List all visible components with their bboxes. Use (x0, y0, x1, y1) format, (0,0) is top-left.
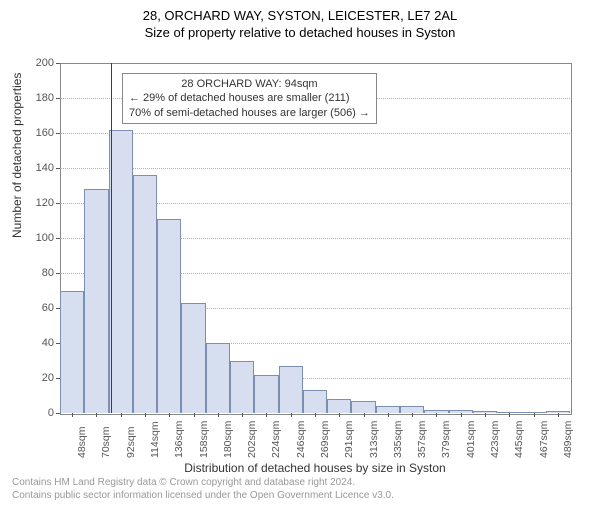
xtick-label: 246sqm (295, 421, 307, 458)
chart-area: 020406080100120140160180200 48sqm70sqm92… (60, 63, 570, 413)
xtick-mark (558, 413, 559, 417)
bar (206, 343, 230, 413)
annotation-box: 28 ORCHARD WAY: 94sqm ← 29% of detached … (122, 73, 377, 124)
ytick-label: 20 (24, 372, 54, 384)
xtick-label: 445sqm (513, 421, 525, 458)
footer-line1: Contains HM Land Registry data © Crown c… (12, 477, 394, 490)
xtick-label: 224sqm (270, 421, 282, 458)
xtick-label: 92sqm (125, 426, 137, 458)
bar (303, 390, 327, 413)
xtick-mark (364, 413, 365, 417)
bar (157, 219, 181, 413)
ytick-label: 120 (24, 197, 54, 209)
bar (84, 189, 108, 413)
xtick-mark (218, 413, 219, 417)
xtick-mark (96, 413, 97, 417)
ytick-label: 0 (24, 407, 54, 419)
xtick-label: 70sqm (100, 426, 112, 458)
bar (60, 291, 84, 414)
annotation-line2: ← 29% of detached houses are smaller (21… (129, 91, 370, 105)
xtick-label: 423sqm (489, 421, 501, 458)
ytick-label: 60 (24, 302, 54, 314)
title-sub: Size of property relative to detached ho… (0, 25, 600, 40)
xtick-mark (436, 413, 437, 417)
xtick-label: 335sqm (392, 421, 404, 458)
xtick-label: 114sqm (149, 421, 161, 458)
xtick-label: 489sqm (562, 421, 574, 458)
xtick-mark (509, 413, 510, 417)
ytick-label: 80 (24, 267, 54, 279)
ytick-label: 100 (24, 232, 54, 244)
footer-line2: Contains public sector information licen… (12, 490, 394, 503)
bar (109, 130, 133, 414)
xtick-label: 467sqm (538, 421, 550, 458)
xtick-mark (145, 413, 146, 417)
xtick-label: 48sqm (76, 426, 88, 458)
bar (181, 303, 205, 413)
xtick-label: 158sqm (198, 421, 210, 458)
xtick-mark (291, 413, 292, 417)
xtick-mark (242, 413, 243, 417)
xtick-mark (266, 413, 267, 417)
bar (133, 175, 157, 413)
bar (254, 375, 278, 414)
annotation-line3: 70% of semi-detached houses are larger (… (129, 106, 370, 120)
bar (230, 361, 254, 414)
xtick-mark (461, 413, 462, 417)
y-axis-label: Number of detached properties (10, 73, 24, 238)
xtick-label: 180sqm (222, 421, 234, 458)
xtick-mark (412, 413, 413, 417)
bar (400, 406, 424, 413)
xtick-label: 136sqm (173, 421, 185, 458)
xtick-mark (534, 413, 535, 417)
ytick-label: 180 (24, 92, 54, 104)
ytick-mark (56, 413, 60, 414)
bar (351, 401, 375, 413)
xtick-label: 313sqm (368, 421, 380, 458)
xtick-mark (485, 413, 486, 417)
ytick-label: 40 (24, 337, 54, 349)
ytick-label: 200 (24, 57, 54, 69)
bar (279, 366, 303, 413)
xtick-label: 357sqm (416, 421, 428, 458)
xtick-label: 379sqm (440, 421, 452, 458)
xtick-label: 401sqm (465, 421, 477, 458)
title-main: 28, ORCHARD WAY, SYSTON, LEICESTER, LE7 … (0, 8, 600, 23)
bar (376, 406, 400, 413)
x-axis-label: Distribution of detached houses by size … (60, 461, 570, 475)
bar (327, 399, 351, 413)
ytick-label: 140 (24, 162, 54, 174)
xtick-label: 269sqm (319, 421, 331, 458)
xtick-mark (315, 413, 316, 417)
xtick-mark (388, 413, 389, 417)
marker-line-rule (111, 63, 112, 413)
footer-attribution: Contains HM Land Registry data © Crown c… (12, 477, 394, 502)
xtick-mark (169, 413, 170, 417)
xtick-label: 291sqm (343, 421, 355, 458)
xtick-mark (194, 413, 195, 417)
xtick-label: 202sqm (246, 421, 258, 458)
ytick-label: 160 (24, 127, 54, 139)
xtick-mark (121, 413, 122, 417)
xtick-mark (72, 413, 73, 417)
annotation-line1: 28 ORCHARD WAY: 94sqm (129, 77, 370, 91)
xtick-mark (339, 413, 340, 417)
